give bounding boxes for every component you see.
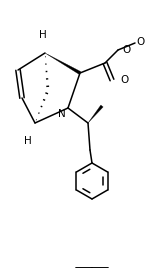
Polygon shape — [45, 53, 81, 75]
Text: N: N — [58, 109, 66, 119]
Text: H: H — [39, 30, 47, 40]
Text: O: O — [136, 37, 144, 47]
Polygon shape — [88, 105, 103, 123]
Text: O: O — [120, 75, 128, 85]
Text: O: O — [122, 45, 130, 55]
Text: H: H — [24, 136, 32, 146]
